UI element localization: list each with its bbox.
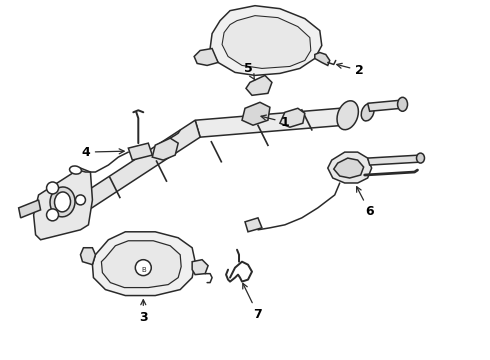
Polygon shape xyxy=(368,100,401,111)
Ellipse shape xyxy=(70,166,81,174)
Polygon shape xyxy=(334,158,364,178)
Text: 4: 4 xyxy=(81,145,124,159)
Ellipse shape xyxy=(337,101,358,130)
Polygon shape xyxy=(128,143,152,160)
Polygon shape xyxy=(210,6,322,75)
Ellipse shape xyxy=(397,97,408,111)
Polygon shape xyxy=(315,53,330,66)
Polygon shape xyxy=(34,168,93,240)
Polygon shape xyxy=(93,232,195,296)
Circle shape xyxy=(75,195,85,205)
Polygon shape xyxy=(195,108,345,137)
Text: 5: 5 xyxy=(244,62,255,80)
Text: 6: 6 xyxy=(357,187,374,219)
Polygon shape xyxy=(19,200,41,218)
Text: B: B xyxy=(141,267,146,273)
Ellipse shape xyxy=(361,104,374,121)
Polygon shape xyxy=(66,120,200,222)
Circle shape xyxy=(47,209,58,221)
Text: 2: 2 xyxy=(337,63,364,77)
Polygon shape xyxy=(242,102,270,125)
Polygon shape xyxy=(152,138,178,160)
Ellipse shape xyxy=(416,153,424,163)
Polygon shape xyxy=(280,108,305,127)
Text: 3: 3 xyxy=(139,300,147,324)
Polygon shape xyxy=(80,248,96,265)
Text: 7: 7 xyxy=(243,283,262,321)
Circle shape xyxy=(135,260,151,276)
Circle shape xyxy=(47,182,58,194)
Polygon shape xyxy=(245,218,262,232)
Text: 1: 1 xyxy=(261,115,289,129)
Polygon shape xyxy=(194,49,218,66)
Polygon shape xyxy=(368,155,421,165)
Polygon shape xyxy=(222,15,311,68)
Polygon shape xyxy=(328,152,371,183)
Polygon shape xyxy=(246,75,272,95)
Polygon shape xyxy=(192,260,208,275)
Ellipse shape xyxy=(54,192,71,212)
Ellipse shape xyxy=(50,187,75,217)
Polygon shape xyxy=(101,241,181,288)
